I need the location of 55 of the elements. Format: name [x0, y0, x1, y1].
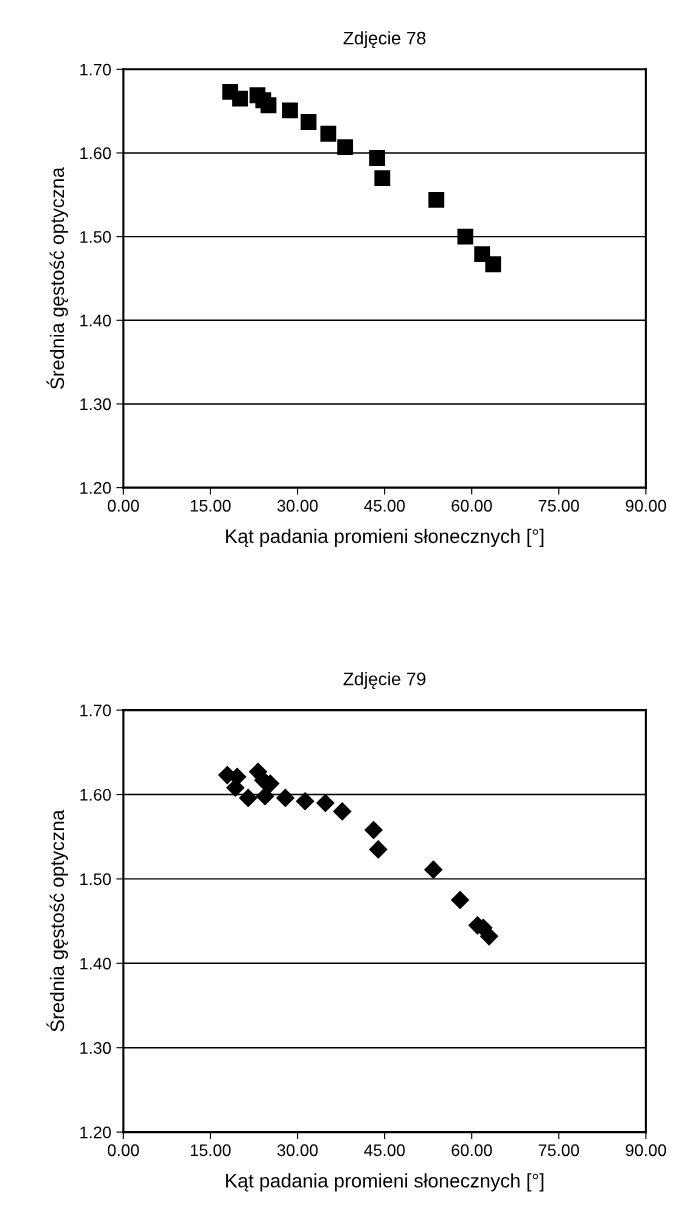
- point: [238, 788, 258, 808]
- point: [450, 890, 470, 910]
- point: [332, 802, 352, 821]
- x-tick-label: 90.00: [625, 499, 667, 512]
- y-tick-label: 1.20: [80, 482, 111, 494]
- point: [300, 114, 317, 130]
- point: [457, 228, 474, 245]
- x-tick-label: 30.00: [277, 1144, 318, 1157]
- x-tick-label: 90.00: [625, 1144, 667, 1157]
- point: [316, 793, 335, 813]
- point: [479, 926, 499, 946]
- point: [255, 786, 275, 806]
- point: [282, 102, 298, 119]
- y-tick-label: 1.30: [80, 398, 111, 411]
- x-tick-label: 45.00: [364, 499, 405, 512]
- x-tick-label: 15.00: [190, 1144, 231, 1157]
- x-tick-label: 15.00: [190, 499, 231, 512]
- x-tick-label: 30.00: [277, 499, 318, 512]
- point: [295, 791, 315, 811]
- x-tick-label: 0.00: [107, 1144, 139, 1157]
- chart-title: Zdjęcie 79: [343, 672, 426, 689]
- y-tick-label: 1.70: [80, 704, 111, 717]
- x-tick-label: 45.00: [364, 1144, 405, 1157]
- x-axis-title: Kąt padania promieni słonecznych [°]: [226, 528, 544, 547]
- point: [260, 97, 277, 114]
- x-tick-label: 75.00: [538, 499, 579, 512]
- point: [368, 840, 388, 859]
- y-axis-title: Średnia gęstość optyczna: [46, 167, 68, 389]
- x-axis-title: Kąt padania promieni słonecznych [°]: [226, 1173, 544, 1192]
- x-tick-label: 0.00: [107, 499, 139, 512]
- y-axis-title: Średnia gęstość optyczna: [46, 809, 68, 1032]
- point: [369, 150, 385, 166]
- y-tick-label: 1.60: [80, 147, 111, 160]
- y-tick-label: 1.40: [80, 314, 111, 327]
- y-tick-label: 1.30: [80, 1042, 111, 1054]
- chart-title: Zdjęcie 78: [343, 31, 426, 49]
- point: [320, 125, 337, 142]
- y-tick-label: 1.50: [80, 231, 111, 243]
- y-tick-label: 1.40: [80, 957, 111, 970]
- point: [226, 778, 245, 798]
- point: [337, 139, 354, 156]
- x-tick-label: 75.00: [538, 1144, 579, 1157]
- y-tick-label: 1.60: [80, 788, 111, 801]
- y-tick-label: 1.50: [80, 873, 111, 886]
- point: [232, 90, 248, 107]
- x-tick-label: 60.00: [451, 499, 492, 512]
- y-tick-label: 1.20: [80, 1126, 111, 1139]
- point: [428, 191, 445, 208]
- point: [374, 170, 391, 186]
- point: [364, 820, 383, 840]
- point: [276, 788, 295, 808]
- x-tick-label: 60.00: [451, 1144, 492, 1157]
- point: [424, 860, 443, 879]
- point: [485, 256, 502, 273]
- y-tick-label: 1.70: [80, 63, 111, 76]
